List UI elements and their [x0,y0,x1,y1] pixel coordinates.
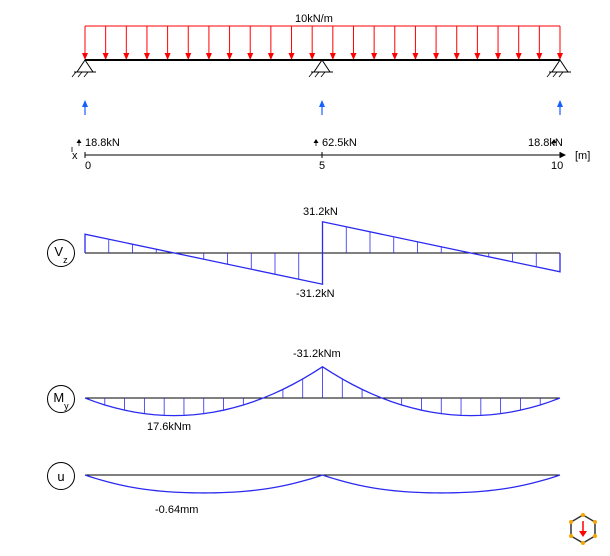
u-symbol: u [57,469,64,484]
axis-tick-2: 10 [551,160,563,172]
my-label-circle: My [47,385,75,413]
my-symbol: My [53,390,68,408]
u-label-circle: u [47,462,75,490]
my-top-label: -31.2kNm [293,348,341,360]
logo-hexagon-icon [566,512,600,546]
reaction-value-2: 18.8kN [528,137,563,149]
axis-tick-0: 0 [85,160,91,172]
vz-label-circle: Vz [47,239,75,267]
reaction-value-0: 18.8kN [85,137,120,149]
reaction-value-1: 62.5kN [322,137,357,149]
vz-bottom-label: -31.2kN [296,288,335,300]
x-marker: x [72,150,78,162]
vz-symbol: Vz [54,244,67,262]
u-bottom-label: -0.64mm [155,504,198,516]
my-bottom-label: 17.6kNm [147,421,191,433]
diagram-svg [0,0,610,556]
axis-tick-1: 5 [319,160,325,172]
app-logo [566,512,600,546]
vz-top-label: 31.2kN [303,206,338,218]
axis-unit: [m] [575,150,590,162]
load-label: 10kN/m [295,13,333,25]
